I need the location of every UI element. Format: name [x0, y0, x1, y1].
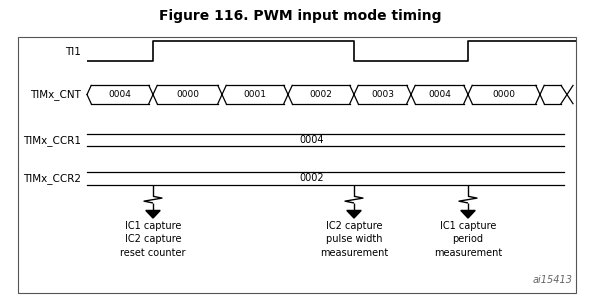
Text: 0002: 0002: [310, 90, 332, 99]
Text: IC2 capture
pulse width
measurement: IC2 capture pulse width measurement: [320, 221, 388, 257]
Text: 0001: 0001: [244, 90, 266, 99]
Text: 0004: 0004: [428, 90, 451, 99]
Polygon shape: [461, 210, 475, 218]
Text: 0003: 0003: [371, 90, 394, 99]
Text: TI1: TI1: [65, 47, 81, 57]
Bar: [18, 37, 576, 293]
Polygon shape: [146, 210, 160, 218]
Text: IC1 capture
IC2 capture
reset counter: IC1 capture IC2 capture reset counter: [120, 221, 186, 257]
Text: 0004: 0004: [300, 135, 324, 145]
Text: TIMx_CCR1: TIMx_CCR1: [23, 135, 81, 146]
Text: 0000: 0000: [176, 90, 199, 99]
Text: ai15413: ai15413: [533, 275, 573, 285]
Text: TIMx_CCR2: TIMx_CCR2: [23, 173, 81, 184]
Text: 0004: 0004: [109, 90, 131, 99]
Text: Figure 116. PWM input mode timing: Figure 116. PWM input mode timing: [159, 9, 441, 23]
Polygon shape: [347, 210, 361, 218]
Text: TIMx_CNT: TIMx_CNT: [30, 89, 81, 100]
Text: 0000: 0000: [493, 90, 515, 99]
Text: 0002: 0002: [299, 174, 325, 183]
Text: IC1 capture
period
measurement: IC1 capture period measurement: [434, 221, 502, 257]
